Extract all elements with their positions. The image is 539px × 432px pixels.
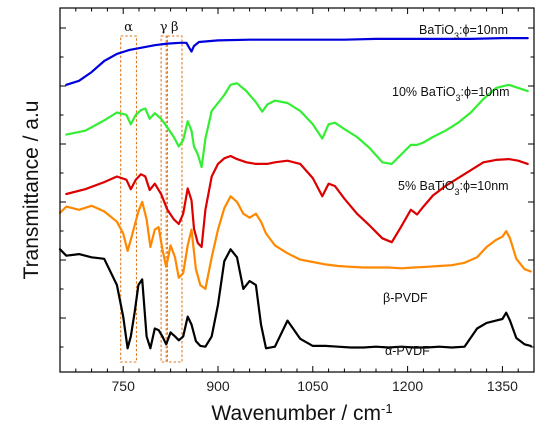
series-label-part: :ϕ=10nm <box>460 85 509 99</box>
series-label-part: 3 <box>455 93 460 103</box>
series-label-part: 3 <box>454 31 459 41</box>
x-axis-title: Wavenumber / cm-1 <box>211 401 392 426</box>
series-label-4: α-PVDF <box>385 344 430 358</box>
series-label-3: β-PVDF <box>383 291 428 305</box>
series-label-0: BaTiO3:ϕ=10nm <box>419 23 508 41</box>
axis-ticks <box>60 8 534 372</box>
series-label-1: 10% BaTiO3:ϕ=10nm <box>392 85 510 103</box>
series-label-part: 5% BaTiO <box>398 179 455 193</box>
x-axis-title-sup: -1 <box>381 401 393 416</box>
series-line-2 <box>65 154 529 249</box>
band-box-2 <box>166 35 183 363</box>
x-tick-label: 750 <box>112 378 136 394</box>
series-label-part: :ϕ=10nm <box>460 179 509 193</box>
series-label-part: 10% BaTiO <box>392 85 456 99</box>
series-label-part: :ϕ=10nm <box>459 23 508 37</box>
series-line-4 <box>58 248 532 350</box>
series-label-part: BaTiO <box>419 23 454 37</box>
x-tick-label: 1350 <box>487 378 518 394</box>
band-region-boxes <box>120 35 183 363</box>
series-label-2: 5% BaTiO3:ϕ=10nm <box>398 179 509 197</box>
series-lines <box>58 37 532 350</box>
series-line-1 <box>65 82 529 169</box>
series-line-3 <box>58 195 532 290</box>
x-tick-label: 1050 <box>297 378 328 394</box>
x-tick-labels: 750 900 1050 1200 1350 <box>112 378 519 394</box>
band-label-1: γ <box>160 20 168 35</box>
series-label-part: α-PVDF <box>385 344 430 358</box>
x-tick-label: 1200 <box>392 378 423 394</box>
series-label-part: 3 <box>455 187 460 197</box>
x-axis-title-text: Wavenumber / cm <box>211 402 381 425</box>
y-axis-title: Transmittance / a.u <box>20 101 43 280</box>
band-label-0: α <box>124 20 133 35</box>
x-tick-label: 900 <box>206 378 230 394</box>
band-box-1 <box>160 35 167 363</box>
series-label-part: β-PVDF <box>383 291 428 305</box>
series-line-0 <box>65 37 529 86</box>
band-label-2: β <box>171 20 179 35</box>
